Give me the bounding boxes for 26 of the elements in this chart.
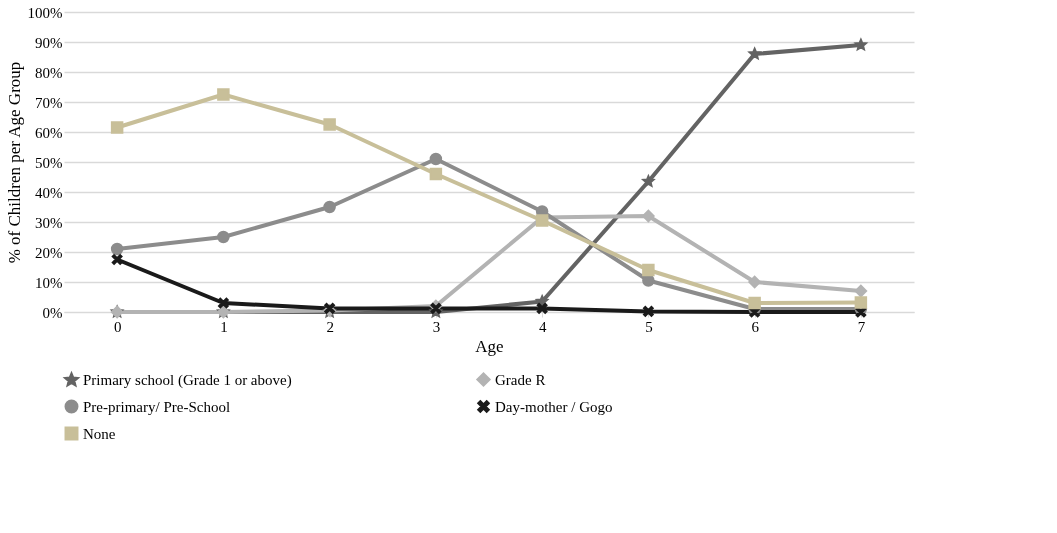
legend-label: Day-mother / Gogo (495, 398, 613, 415)
legend-label: Primary school (Grade 1 or above) (83, 372, 292, 390)
y-tick-label: 10% (35, 274, 63, 291)
x-tick-label: 5 (645, 318, 653, 335)
legend-label: None (83, 425, 116, 442)
x-tick-label: 6 (751, 318, 760, 335)
y-tick-label: 50% (35, 154, 63, 171)
y-tick-label: 20% (35, 244, 63, 261)
y-tick-label: 90% (35, 34, 63, 51)
legend-label: Pre-primary/ Pre-School (83, 398, 231, 415)
y-tick-label: 60% (35, 124, 63, 141)
y-tick-label: 100% (27, 4, 63, 21)
x-tick-label: 7 (857, 318, 866, 335)
y-tick-label: 0% (42, 304, 63, 321)
x-tick-label: 3 (432, 318, 441, 335)
x-axis-title: Age (475, 336, 504, 356)
y-tick-label: 80% (35, 64, 63, 81)
y-tick-label: 40% (35, 184, 63, 201)
x-tick-label: 2 (326, 318, 334, 335)
y-axis-title: % of Children per Age Group (4, 61, 24, 264)
y-tick-label: 30% (35, 214, 63, 231)
y-tick-label: 70% (35, 94, 63, 111)
x-tick-label: 0 (113, 318, 122, 335)
x-tick-label: 1 (220, 318, 228, 335)
x-tick-label: 4 (538, 318, 547, 335)
legend-label: Grade R (495, 371, 546, 388)
